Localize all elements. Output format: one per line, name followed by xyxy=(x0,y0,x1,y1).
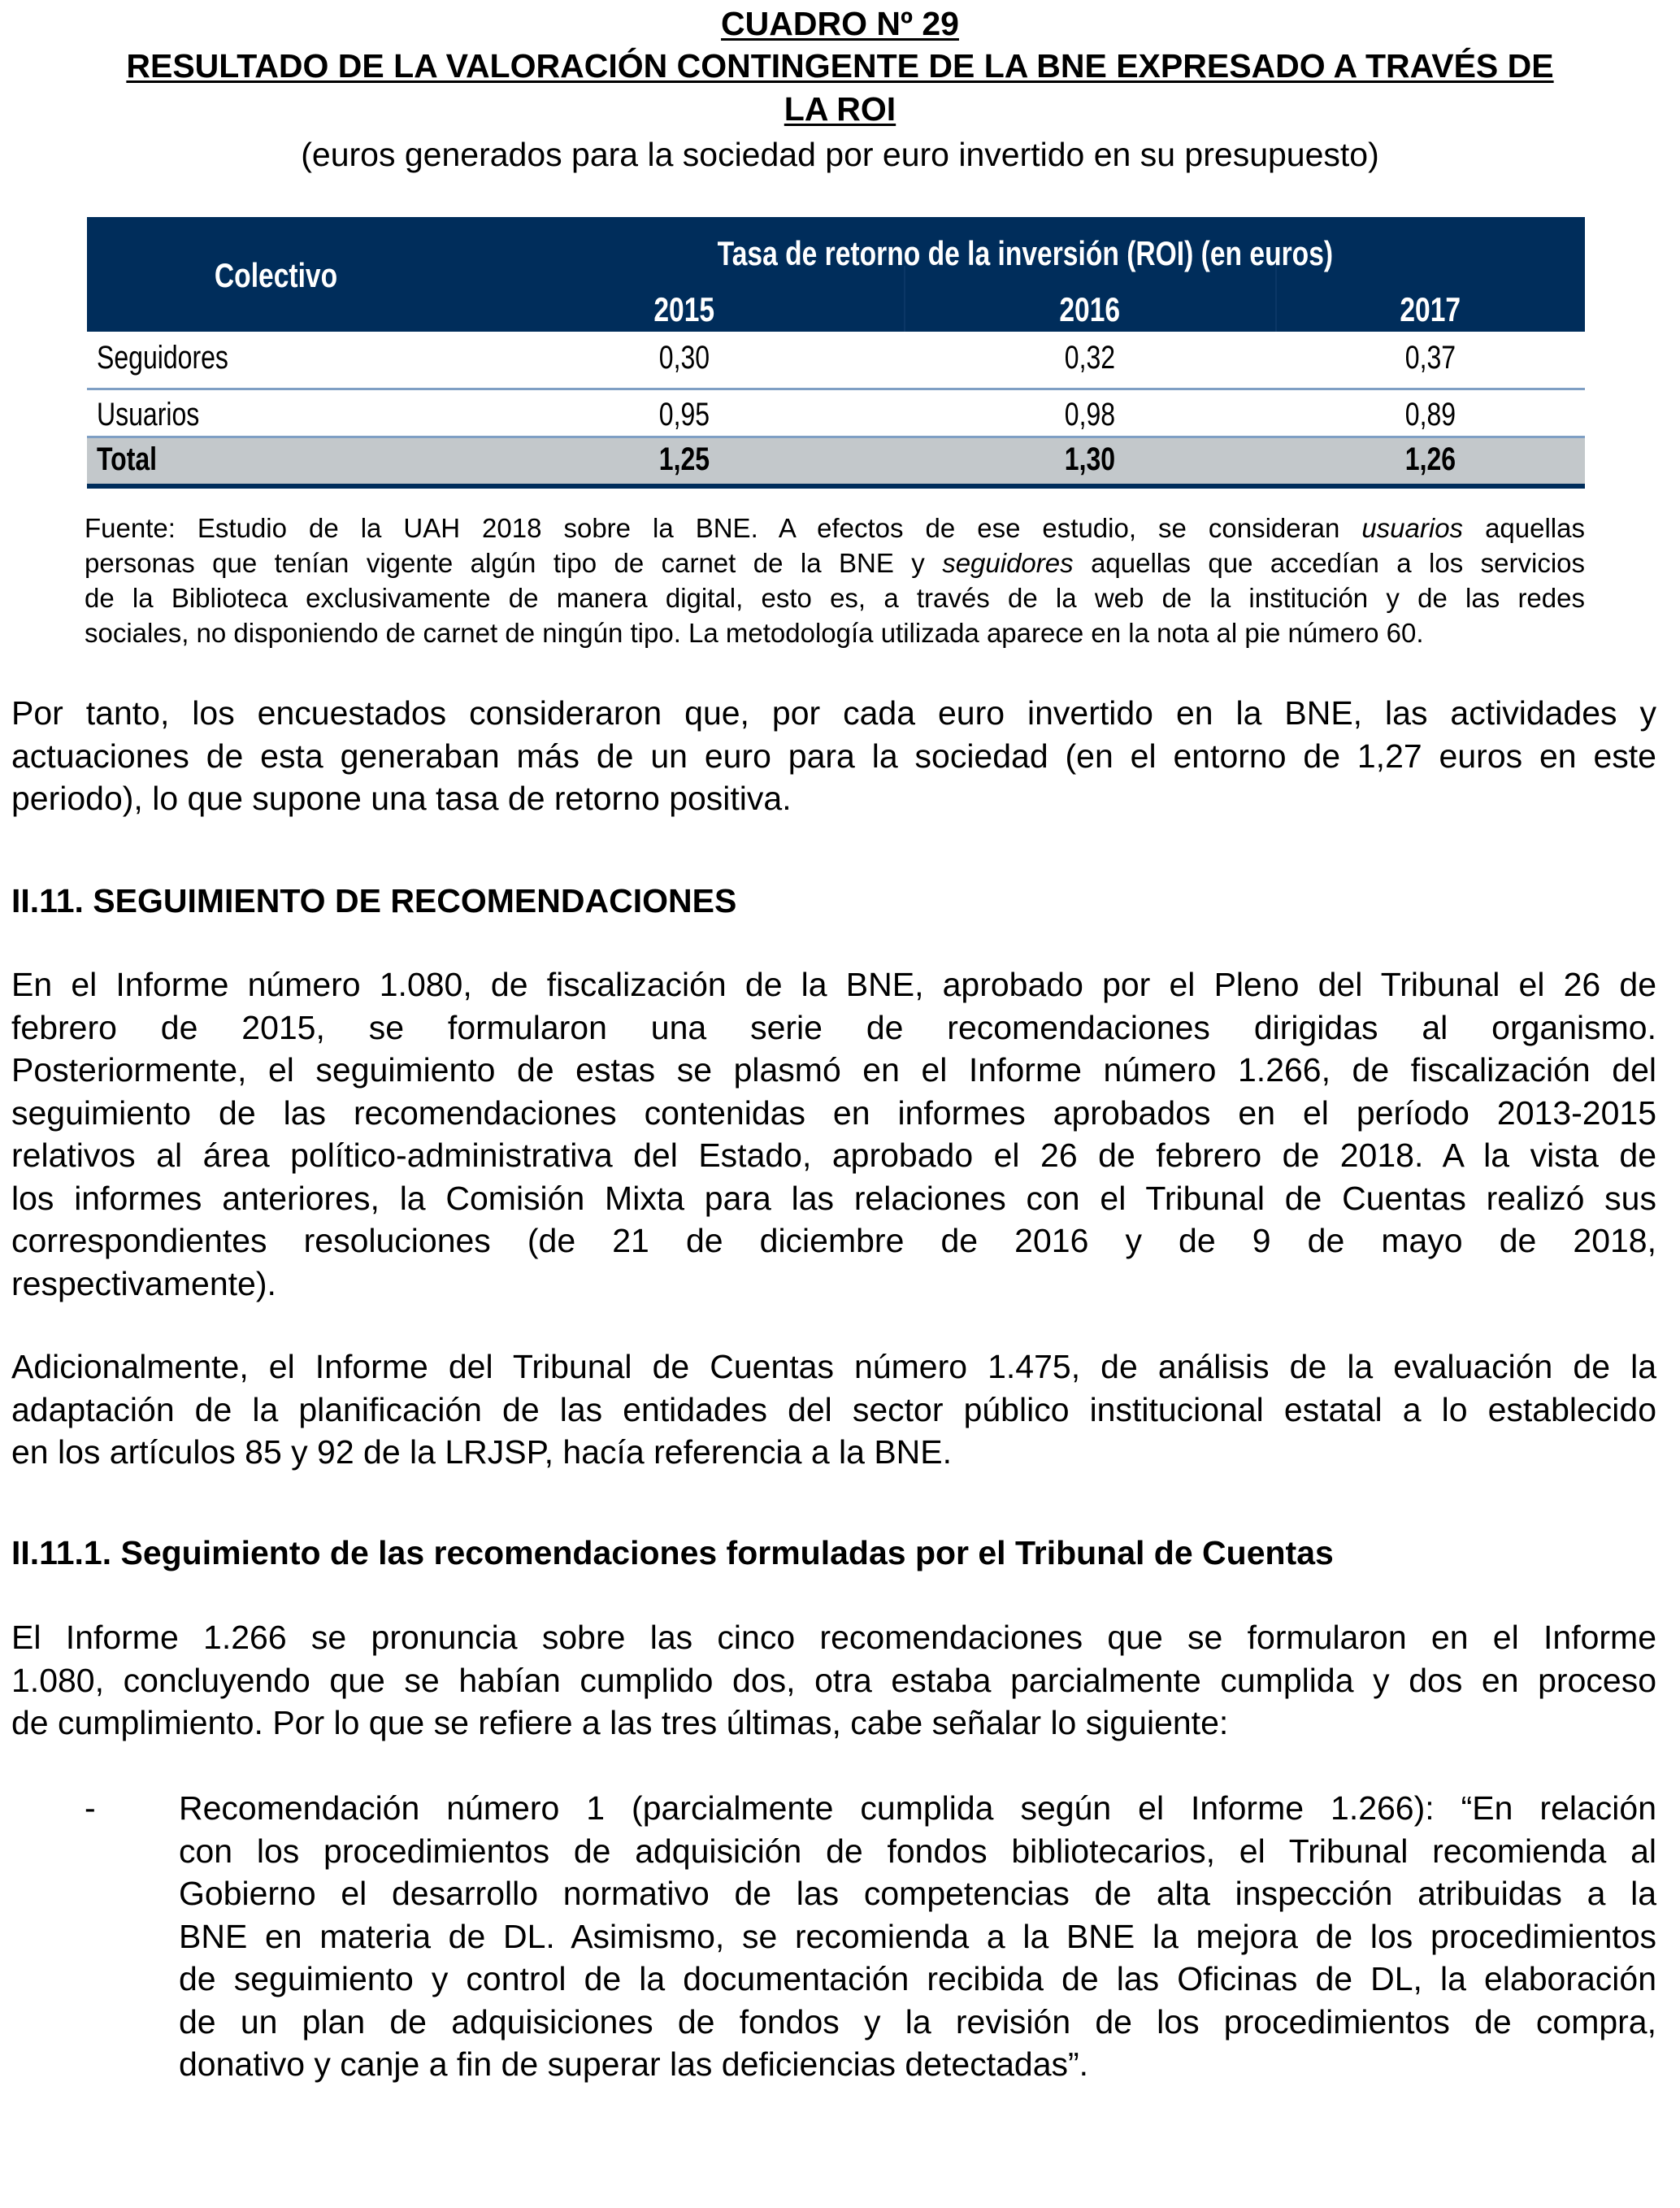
paragraph: Adicionalmente, el Informe del Tribunal … xyxy=(11,1345,1656,1474)
text-line: BNE en materia de DL. Asimismo, se recom… xyxy=(179,1917,1656,1955)
text-line: con los procedimientos de adquisición de… xyxy=(179,1832,1656,1870)
cell-value: 0,89 xyxy=(1404,397,1456,432)
table-footnote: Fuente: Estudio de la UAH 2018 sobre la … xyxy=(85,511,1585,650)
subsection-heading: II.11.1. Seguimiento de las recomendacio… xyxy=(11,1534,1334,1571)
text-line: 1.080, concluyendo que se habían cumplid… xyxy=(11,1661,1656,1699)
table-row-total: Total 1,25 1,30 1,26 xyxy=(87,436,1585,489)
text-line: Por tanto, los encuestados consideraron … xyxy=(11,694,1656,732)
footnote-line: personas que tenían vigente algún tipo d… xyxy=(85,545,1585,580)
text-line: de seguimiento y control de la documenta… xyxy=(179,1960,1656,1997)
cell-value: 0,98 xyxy=(1064,397,1115,432)
text-line: Adicionalmente, el Informe del Tribunal … xyxy=(11,1348,1656,1385)
row-label: Usuarios xyxy=(97,397,200,432)
text-line: en los artículos 85 y 92 de la LRJSP, ha… xyxy=(11,1433,953,1471)
footnote-text: personas que tenían vigente algún tipo d… xyxy=(85,548,943,578)
row-label: Seguidores xyxy=(97,340,228,376)
bullet-item: Recomendación número 1 (parcialmente cum… xyxy=(179,1787,1656,2086)
text-line: relativos al área político-administrativ… xyxy=(11,1137,1656,1174)
header-colectivo: Colectivo xyxy=(214,256,338,294)
paragraph: Por tanto, los encuestados consideraron … xyxy=(11,692,1656,820)
text-line: Posteriormente, el seguimiento de estas … xyxy=(11,1051,1656,1089)
text-line: En el Informe número 1.080, de fiscaliza… xyxy=(11,966,1656,1003)
header-year-2015: 2015 xyxy=(653,290,715,328)
text-line: correspondientes resoluciones (de 21 de … xyxy=(11,1222,1656,1259)
cell-value: 1,25 xyxy=(658,441,710,477)
cell-value: 1,26 xyxy=(1404,441,1456,477)
table-caption-number: CUADRO Nº 29 xyxy=(721,5,959,42)
text-line: Gobierno el desarrollo normativo de las … xyxy=(179,1875,1656,1912)
footnote-text: Fuente: Estudio de la UAH 2018 sobre la … xyxy=(85,513,1362,543)
header-year-2017: 2017 xyxy=(1400,290,1461,328)
roi-table: Colectivo Tasa de retorno de la inversió… xyxy=(87,217,1585,489)
footnote-text: aquellas xyxy=(1463,513,1585,543)
text-line: respectivamente). xyxy=(11,1264,276,1302)
cell-value: 1,30 xyxy=(1064,441,1115,477)
text-line: de un plan de adquisiciones de fondos y … xyxy=(179,2002,1656,2041)
text-line: actuaciones de esta generaban más de un … xyxy=(11,737,1656,775)
column-divider xyxy=(1275,266,1277,332)
footnote-emphasis: usuarios xyxy=(1361,513,1464,543)
text-line: los informes anteriores, la Comisión Mix… xyxy=(11,1179,1656,1217)
text-line: periodo), lo que supone una tasa de reto… xyxy=(11,780,792,817)
text-line: El Informe 1.266 se pronuncia sobre las … xyxy=(11,1619,1656,1656)
footnote-text: de la Biblioteca exclusivamente de maner… xyxy=(85,583,1585,613)
table-header: Colectivo Tasa de retorno de la inversió… xyxy=(87,217,1585,332)
cell-value: 0,37 xyxy=(1404,340,1456,376)
text-line: de cumplimiento. Por lo que se refiere a… xyxy=(11,1704,1229,1741)
cell-value: 0,32 xyxy=(1064,340,1115,376)
row-label: Total xyxy=(97,441,158,477)
cell-value: 0,30 xyxy=(658,340,710,376)
text-line: seguimiento de las recomendaciones conte… xyxy=(11,1093,1656,1132)
paragraph: En el Informe número 1.080, de fiscaliza… xyxy=(11,963,1656,1305)
table-row: Seguidores 0,30 0,32 0,37 xyxy=(87,332,1585,390)
column-divider xyxy=(904,266,905,332)
footnote-text: sociales, no disponiendo de carnet de ni… xyxy=(85,618,1424,648)
header-roi-group: Tasa de retorno de la inversión (ROI) (e… xyxy=(717,234,1333,272)
table-row: Usuarios 0,95 0,98 0,89 xyxy=(87,390,1585,436)
footnote-line: Fuente: Estudio de la UAH 2018 sobre la … xyxy=(85,511,1585,545)
text-line: Recomendación número 1 (parcialmente cum… xyxy=(179,1789,1656,1827)
cell-value: 0,95 xyxy=(658,397,710,432)
table-subtitle: (euros generados para la sociedad por eu… xyxy=(301,136,1379,173)
section-heading: II.11. SEGUIMIENTO DE RECOMENDACIONES xyxy=(11,882,737,919)
paragraph: El Informe 1.266 se pronuncia sobre las … xyxy=(11,1616,1656,1745)
text-line: adaptación de la planificación de las en… xyxy=(11,1390,1656,1428)
footnote-emphasis: seguidores xyxy=(942,548,1074,578)
footnote-text: aquellas que accedían a los servicios xyxy=(1073,548,1585,578)
header-year-2016: 2016 xyxy=(1059,290,1120,328)
text-line: donativo y canje a fin de superar las de… xyxy=(179,2045,1089,2083)
bullet-dash: - xyxy=(85,1789,96,1827)
footnote-line: sociales, no disponiendo de carnet de ni… xyxy=(85,615,1585,650)
table-caption-title: RESULTADO DE LA VALORACIÓN CONTINGENTE D… xyxy=(126,47,1554,85)
footnote-line: de la Biblioteca exclusivamente de maner… xyxy=(85,580,1585,615)
text-line: febrero de 2015, se formularon una serie… xyxy=(11,1008,1656,1046)
table-caption-title-cont: LA ROI xyxy=(784,90,896,128)
